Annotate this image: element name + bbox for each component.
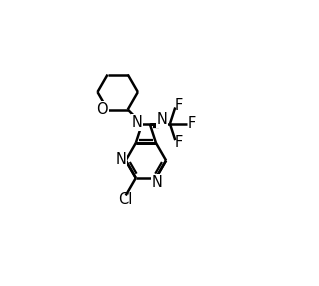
Text: N: N bbox=[152, 175, 163, 190]
Text: F: F bbox=[174, 98, 183, 113]
Text: O: O bbox=[96, 102, 108, 117]
Text: F: F bbox=[174, 136, 183, 150]
Text: Cl: Cl bbox=[118, 192, 132, 206]
Text: N: N bbox=[115, 152, 126, 167]
Text: N: N bbox=[157, 112, 168, 127]
Text: F: F bbox=[188, 116, 196, 131]
Text: N: N bbox=[131, 115, 142, 130]
